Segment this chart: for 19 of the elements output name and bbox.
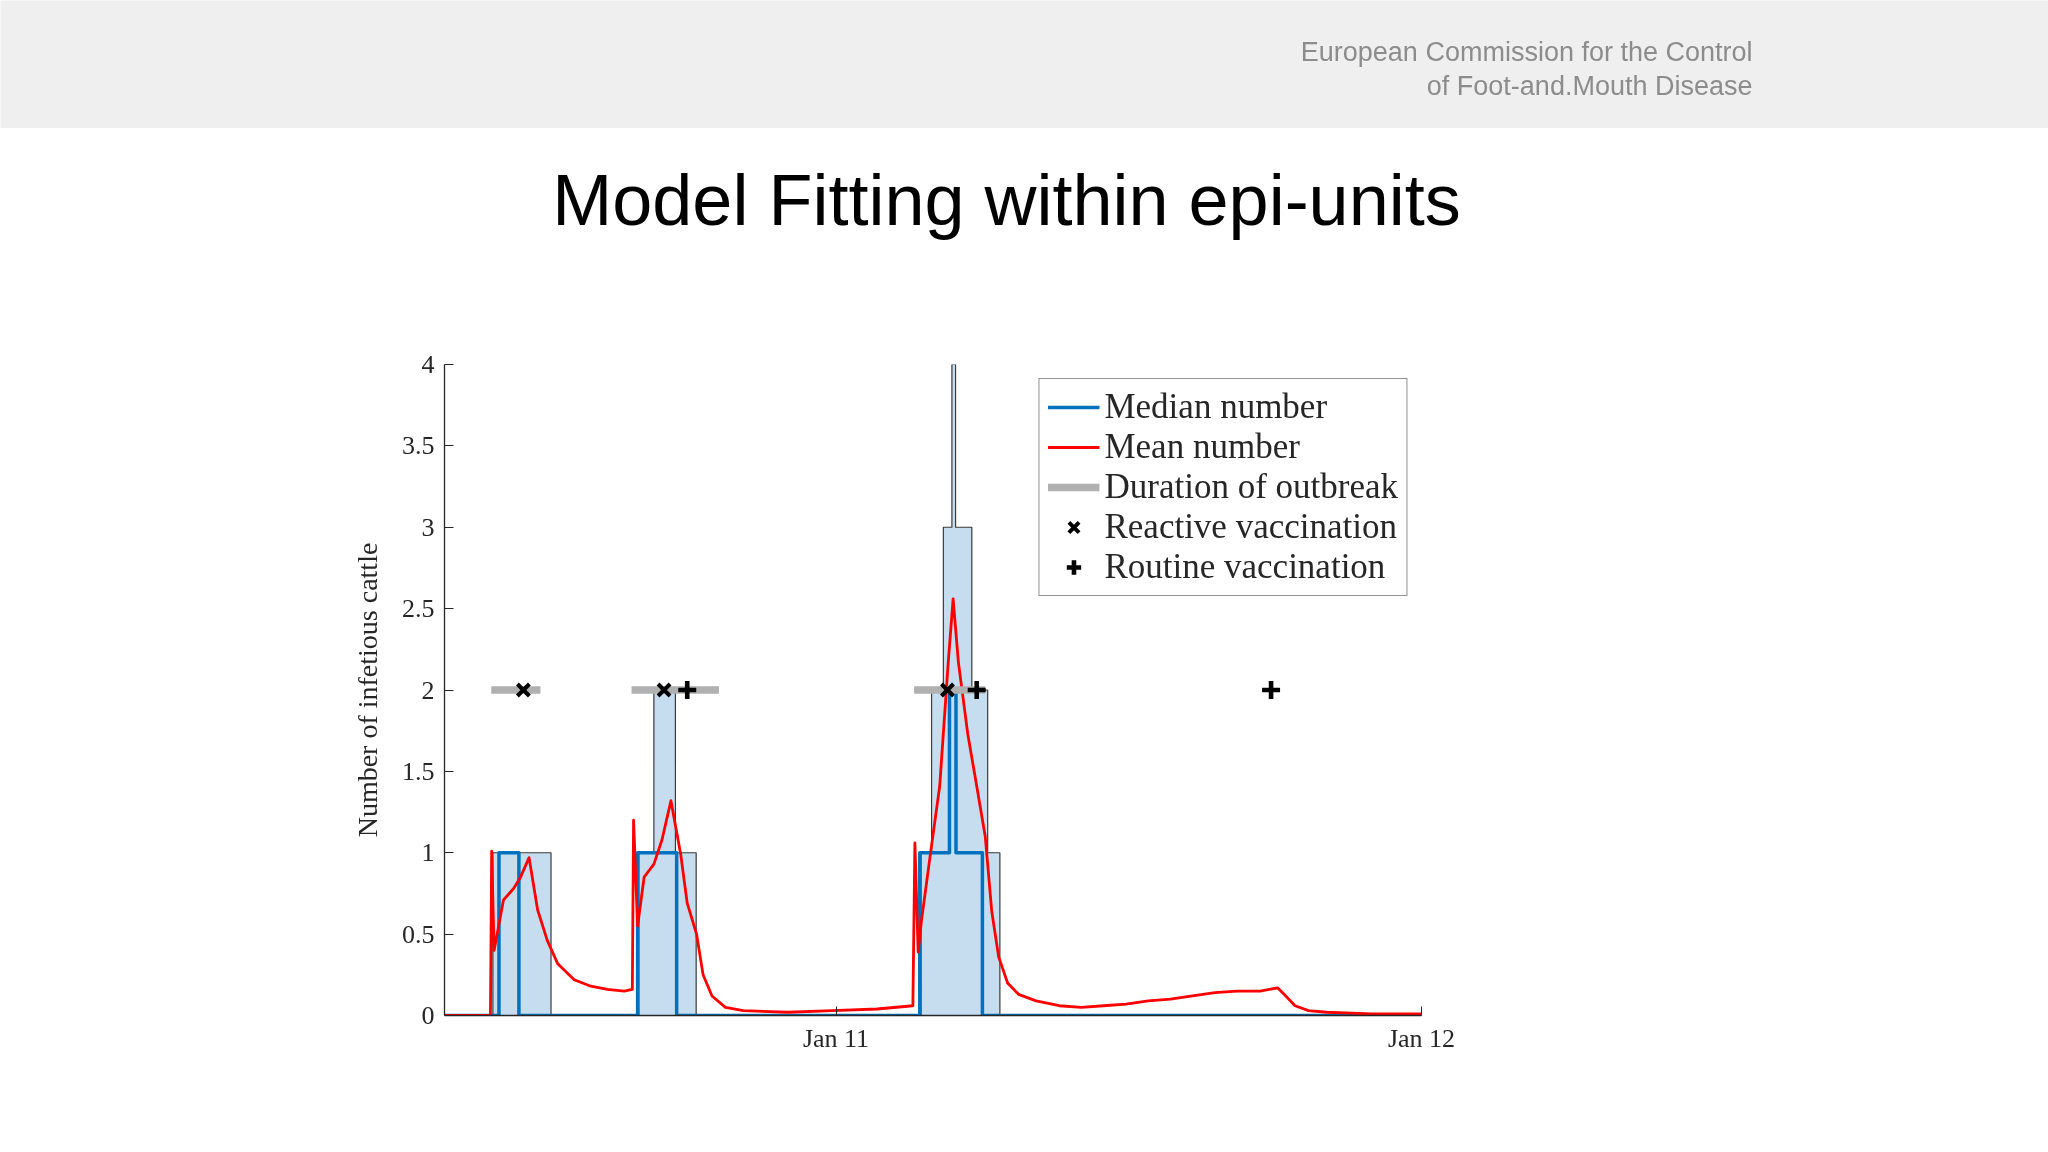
y-tick-label: 3	[421, 512, 435, 542]
y-tick-label: 0	[421, 1001, 435, 1030]
y-tick-label: 4	[421, 350, 435, 379]
legend-label: Mean number	[1104, 427, 1300, 467]
legend-label: Median number	[1104, 387, 1328, 427]
legend-label: Reactive vaccination	[1104, 507, 1397, 547]
x-tick-label: Jan 12	[1387, 1023, 1456, 1053]
y-tick-label: 2	[421, 675, 435, 705]
x-tick-label: Jan 11	[802, 1023, 870, 1053]
legend-label: Duration of outbreak	[1104, 467, 1398, 507]
y-tick-label: 0.5	[402, 919, 435, 949]
y-tick-label: 1.5	[402, 756, 435, 786]
text: European Commission for the Control of Foot-and.Mouth Disease	[1300, 36, 1753, 101]
chart-title: Model Fitting within epi-units	[552, 159, 1461, 240]
y-tick-label: 3.5	[402, 431, 435, 461]
y-tick-label: 2.5	[402, 594, 435, 624]
y-axis-title: Number of infetious cattle	[352, 542, 383, 838]
legend-label: Routine vaccination	[1104, 547, 1386, 587]
y-tick-label: 1	[421, 838, 435, 868]
